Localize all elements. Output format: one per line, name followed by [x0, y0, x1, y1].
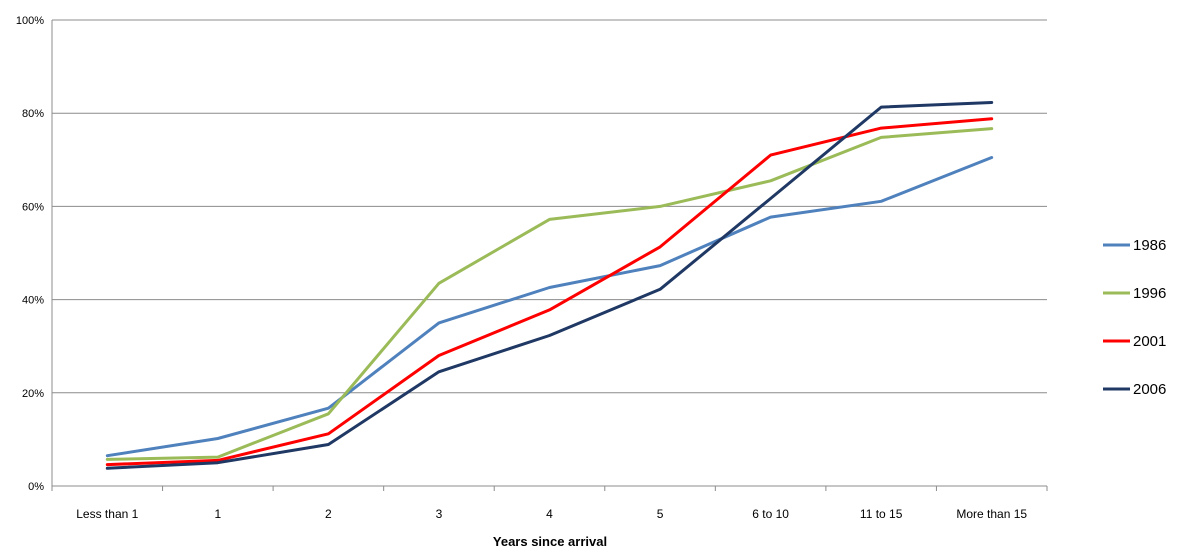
- series-lines: [105, 101, 994, 470]
- legend: 1986 1996 2001 2006: [1103, 237, 1166, 398]
- y-tick-label: 0%: [28, 481, 44, 493]
- y-tick-label: 20%: [22, 388, 44, 400]
- grid: [52, 19, 1047, 394]
- y-tick-label: 60%: [22, 201, 44, 213]
- series-line-1986: [105, 156, 994, 458]
- legend-label: 2001: [1133, 333, 1166, 350]
- x-tick-label: Less than 1: [76, 507, 138, 521]
- series-line-2006: [105, 101, 994, 470]
- series-line-1996: [105, 127, 994, 461]
- x-axis-title: Years since arrival: [493, 534, 607, 549]
- x-tick-label: 2: [325, 507, 332, 521]
- axes: 0% 20% 40% 60% 80% 100% Less than 1 1 2 3 4 5 6 to 1…: [16, 15, 1048, 521]
- legend-label: 1986: [1133, 237, 1166, 254]
- legend-label: 1996: [1133, 285, 1166, 302]
- x-tick-label: 11 to 15: [860, 507, 903, 521]
- x-tick-label: More than 15: [956, 507, 1027, 521]
- y-tick-label: 40%: [22, 295, 44, 307]
- y-tick-label: 100%: [16, 15, 44, 27]
- x-tick-label: 5: [657, 507, 664, 521]
- legend-label: 2006: [1133, 381, 1166, 398]
- x-tick-label: 3: [436, 507, 443, 521]
- x-tick-label: 1: [214, 507, 221, 521]
- x-tick-label: 6 to 10: [752, 507, 789, 521]
- series-line-2001: [105, 117, 994, 467]
- x-tick-label: 4: [546, 507, 553, 521]
- y-tick-label: 80%: [22, 108, 44, 120]
